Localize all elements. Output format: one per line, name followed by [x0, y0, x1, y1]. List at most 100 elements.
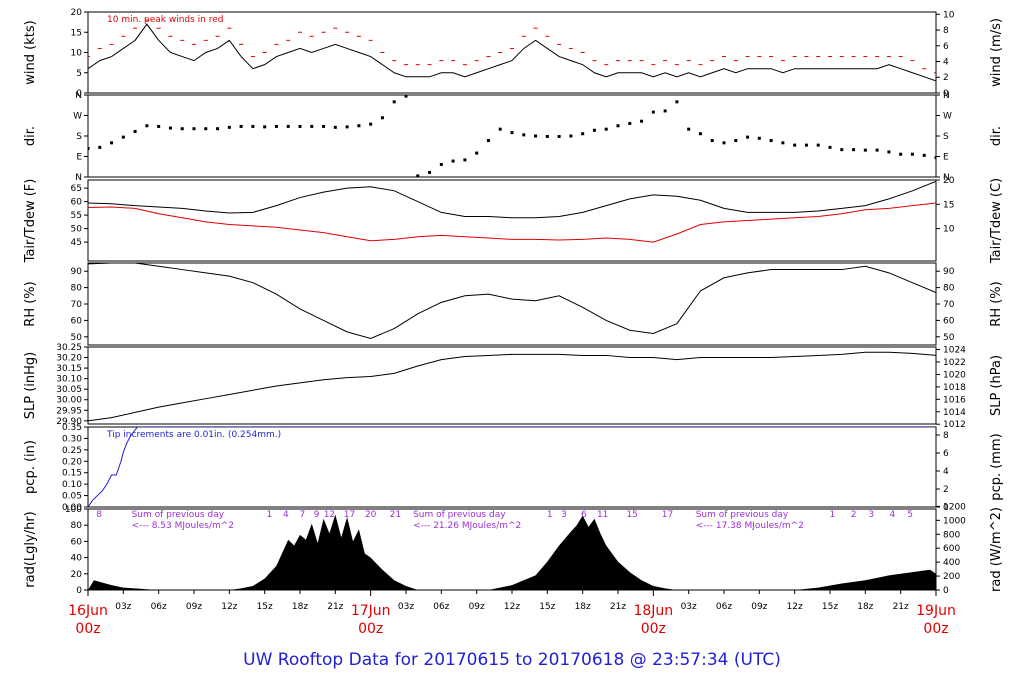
x-tick-label: 12z [221, 602, 237, 612]
rh-ylabel-right: RH (%) [989, 281, 1004, 326]
slp-ytick-label-right: 1020 [943, 370, 966, 380]
temp-line-Tair [88, 180, 936, 219]
slp-ytick-label-left: 30.10 [56, 375, 82, 385]
dir-point [416, 174, 420, 177]
x-tick-label: 15z [257, 602, 273, 612]
dir-point [168, 126, 172, 130]
day-label: 16Jun [68, 603, 108, 619]
dir-point [640, 119, 644, 123]
rad-hour-mark: 6 [581, 510, 587, 520]
rh-line-RH [88, 263, 936, 339]
pcp-ytick-label-left: 0.05 [62, 492, 82, 502]
rad-day-count: 8 [96, 510, 102, 520]
rad-ytick-label-right: 1200 [943, 502, 966, 512]
dir-frame [87, 94, 937, 178]
dir-point [534, 134, 538, 138]
rad-ylabel-right: rad (W/m^2) [989, 507, 1004, 592]
temp-frame [87, 179, 937, 262]
dir-point [510, 131, 514, 135]
dir-point [157, 124, 161, 128]
dir-point [687, 127, 691, 131]
wind-ylabel-left: wind (kts) [23, 20, 38, 84]
dir-ylabel-left: dir. [23, 126, 38, 146]
slp-ytick-label-right: 1014 [943, 408, 966, 418]
dir-point [793, 143, 797, 147]
dir-point [816, 143, 820, 147]
dir-point [569, 134, 573, 138]
dir-point [98, 145, 102, 149]
slp-line-SLP [88, 351, 936, 422]
temp-ylabel-left: Tair/Tdew (F) [23, 179, 38, 264]
dir-ylabel-right: dir. [989, 126, 1004, 146]
temp-ylabel-right: Tair/Tdew (C) [989, 178, 1004, 264]
dir-ytick-label-right: E [943, 153, 949, 163]
rad-hour-mark: 12 [324, 510, 335, 520]
wind-ytick-label-left: 15 [71, 28, 82, 38]
dir-point [804, 143, 808, 147]
slp-ylabel-left: SLP (inHg) [23, 352, 38, 420]
pcp-ytick-label-right: 0 [943, 503, 949, 513]
wind-annotation: 10 min. peak winds in red [107, 15, 224, 25]
dir-ytick-label-left: S [76, 132, 82, 142]
wind-ytick-label-right: 10 [943, 10, 955, 20]
rh-ytick-label-left: 60 [71, 316, 83, 326]
temp-ytick-label-left: 60 [71, 198, 83, 208]
temp-ytick-label-left: 50 [71, 225, 83, 235]
dir-point [934, 156, 936, 160]
rad-hour-mark: 4 [890, 510, 896, 520]
rad-sum-value: <--- 17.38 MJoules/m^2 [696, 521, 804, 531]
slp-ylabel-right: SLP (hPa) [989, 355, 1004, 416]
dir-point [192, 127, 196, 131]
rad-ytick-label-left: 0 [76, 586, 82, 596]
dir-point [875, 148, 879, 152]
dir-point [216, 127, 220, 131]
wind-ytick-label-right: 4 [943, 57, 949, 67]
chart-title: UW Rooftop Data for 20170615 to 20170618… [243, 650, 781, 670]
slp-ytick-label-right: 1024 [943, 346, 966, 356]
dir-point [557, 134, 561, 138]
pcp-ytick-label-left: 0.25 [62, 446, 82, 456]
slp-ytick-label-left: 30.05 [56, 385, 82, 395]
wind-ytick-label-left: 5 [76, 69, 82, 79]
temp-ytick-label-left: 45 [71, 238, 82, 248]
x-tick-label: 09z [751, 602, 767, 612]
dir-point [522, 133, 526, 137]
rad-hour-mark: 4 [283, 510, 289, 520]
temp-ytick-label-right: 15 [943, 200, 954, 210]
slp-frame [87, 346, 937, 425]
rad-ytick-label-right: 400 [943, 558, 960, 568]
rad-ytick-label-left: 80 [71, 521, 83, 531]
dir-point [263, 125, 267, 129]
dir-point [663, 109, 667, 113]
rad-sum-label: Sum of previous day [696, 510, 789, 520]
dir-point [145, 124, 149, 128]
dir-point [121, 135, 125, 139]
wind-ytick-label-right: 8 [943, 26, 949, 36]
day-hour-label: 00z [923, 621, 948, 637]
dir-point [239, 124, 243, 128]
rh-ytick-label-left: 50 [71, 333, 83, 343]
x-tick-label: 21z [893, 602, 909, 612]
rad-hour-mark: 1 [547, 510, 553, 520]
pcp-ytick-label-right: 4 [943, 467, 949, 477]
rad-ytick-label-right: 1000 [943, 516, 966, 526]
dir-point [404, 95, 408, 98]
slp-ytick-label-left: 30.25 [56, 343, 82, 353]
dir-point [310, 124, 314, 128]
dir-ytick-label-right: N [943, 173, 950, 183]
dir-point [133, 129, 137, 133]
slp-ytick-label-right: 1018 [943, 383, 966, 393]
day-label: 19Jun [916, 603, 956, 619]
rh-ylabel-left: RH (%) [23, 281, 38, 326]
rad-ylabel-left: rad(Lgly/hr) [23, 511, 38, 587]
x-tick-label: 06z [151, 602, 167, 612]
rad-sum-label: Sum of previous day [132, 510, 225, 520]
rad-hour-mark: 15 [626, 510, 637, 520]
rh-ytick-label-left: 90 [71, 267, 83, 277]
rh-ytick-label-right: 50 [943, 333, 955, 343]
dir-point [604, 127, 608, 131]
dir-point [451, 159, 455, 163]
x-tick-label: 06z [716, 602, 732, 612]
rad-hour-mark: 21 [390, 510, 401, 520]
